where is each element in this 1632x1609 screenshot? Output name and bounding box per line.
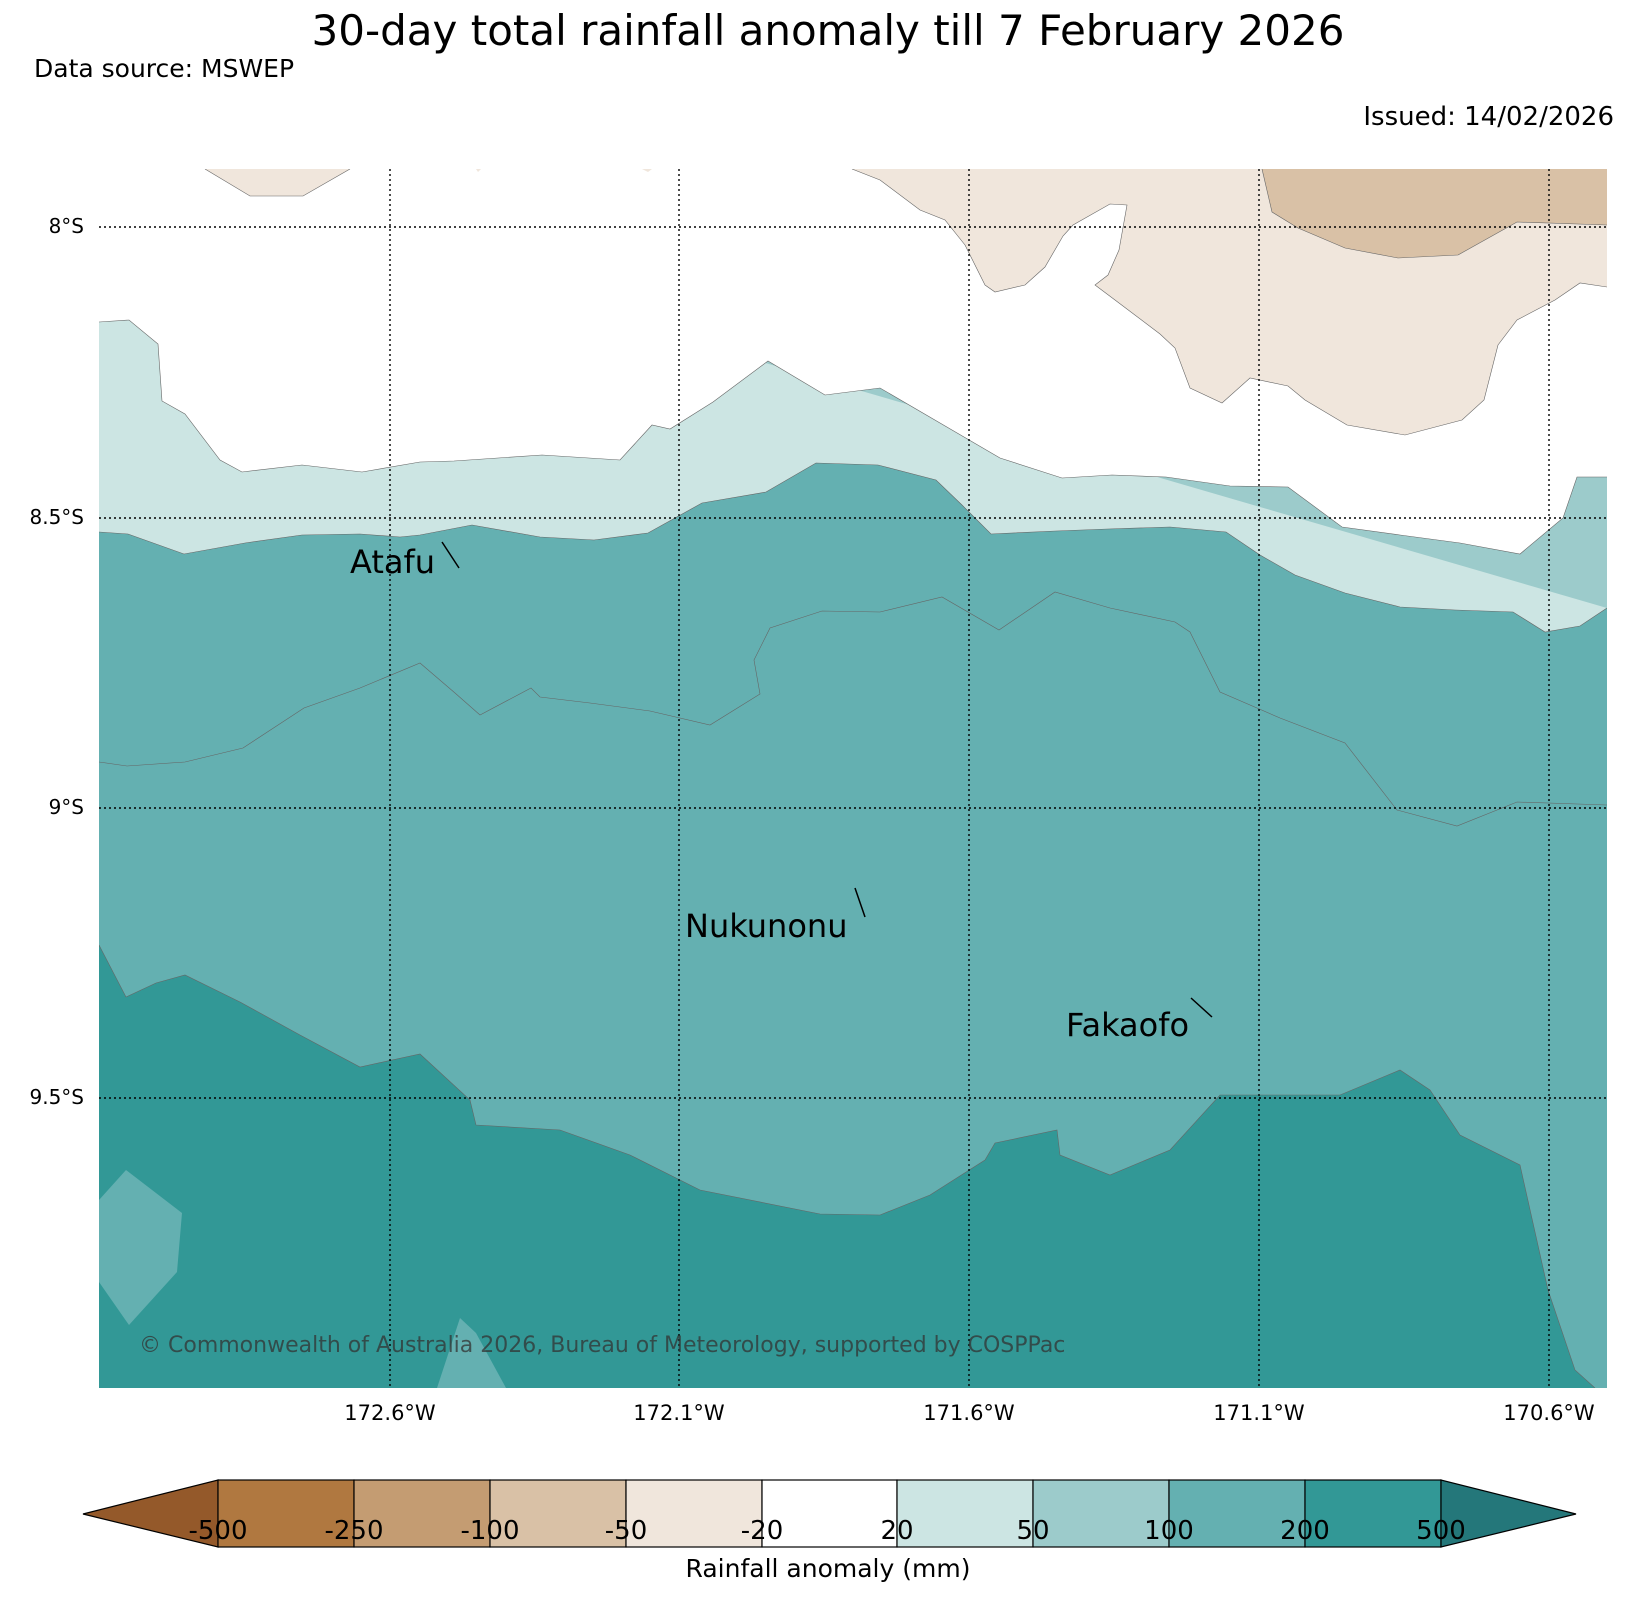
colorbar-tick: -50 <box>604 1516 648 1546</box>
colorbar-tick: 500 <box>1416 1516 1466 1546</box>
colorbar-tick: -20 <box>740 1516 784 1546</box>
lon-label: 172.1°W <box>633 1401 725 1425</box>
data-source: Data source: MSWEP <box>34 54 295 83</box>
lat-label: 9.5°S <box>29 1085 84 1109</box>
copyright-notice: © Commonwealth of Australia 2026, Bureau… <box>139 1333 1066 1358</box>
colorbar-seg-4 <box>625 1479 763 1548</box>
colorbar-seg-9 <box>1304 1479 1442 1548</box>
colorbar-tick: 200 <box>1280 1516 1330 1546</box>
colorbar-tick: -100 <box>460 1516 520 1546</box>
colorbar-tick: -500 <box>188 1516 248 1546</box>
place-nukunonu: Nukunonu <box>685 907 848 945</box>
lon-label: 172.6°W <box>344 1401 436 1425</box>
lat-label: 8.5°S <box>29 505 84 529</box>
band-minus100-minus50 <box>1262 169 1607 258</box>
rainfall-contours <box>99 169 1607 1388</box>
fakaofo-marker <box>1190 997 1213 1018</box>
colorbar-seg-1 <box>217 1479 355 1548</box>
issued-date: Issued: 14/02/2026 <box>1363 102 1614 132</box>
place-fakaofo: Fakaofo <box>1066 1006 1190 1044</box>
colorbar-tick: 20 <box>880 1516 914 1546</box>
lon-label: 170.6°W <box>1503 1401 1595 1425</box>
colorbar-seg-5 <box>761 1479 898 1548</box>
colorbar-tick: 50 <box>1016 1516 1050 1546</box>
atafu-marker <box>441 541 460 569</box>
colorbar <box>82 1479 1577 1548</box>
colorbar-tick: -250 <box>324 1516 384 1546</box>
island-markers <box>441 541 1213 1018</box>
colorbar-seg-8 <box>1168 1479 1306 1548</box>
band-200-500-inner <box>99 945 1595 1388</box>
lon-label: 171.1°W <box>1213 1401 1305 1425</box>
colorbar-tick: 100 <box>1144 1516 1194 1546</box>
lat-label: 9°S <box>48 795 84 819</box>
graticule <box>99 169 1607 1388</box>
contour-lines <box>99 169 1607 1388</box>
colorbar-seg-6 <box>896 1479 1034 1548</box>
lat-label: 8°S <box>48 214 84 238</box>
nukunonu-marker <box>854 887 866 918</box>
lon-label: 171.6°W <box>923 1401 1015 1425</box>
colorbar-seg-3 <box>489 1479 627 1548</box>
map-title: 30-day total rainfall anomaly till 7 Feb… <box>311 6 1345 55</box>
colorbar-extend-high <box>1440 1479 1577 1548</box>
colorbar-label: Rainfall anomaly (mm) <box>685 1554 971 1583</box>
band-minus50-minus20 <box>205 169 1607 435</box>
place-atafu: Atafu <box>350 543 436 581</box>
